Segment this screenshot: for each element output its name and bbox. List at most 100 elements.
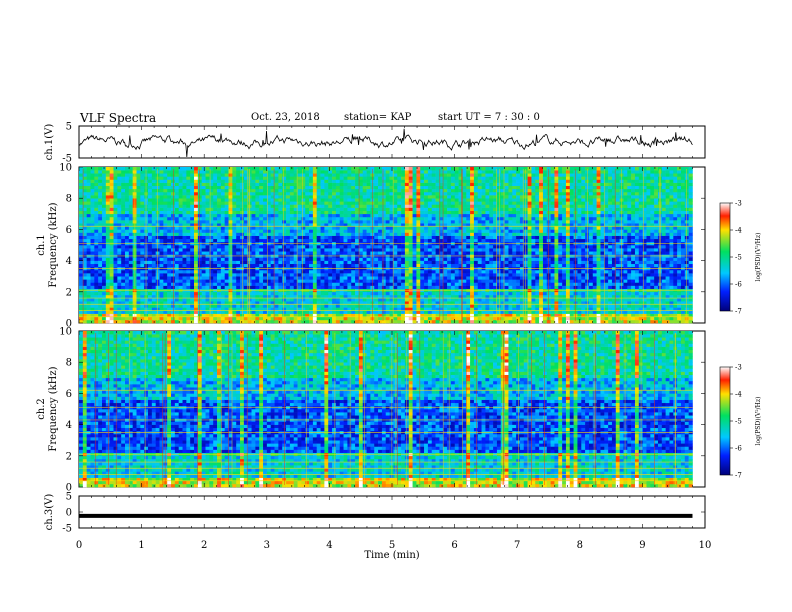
spectrogram-cell (370, 319, 375, 324)
spectrogram-cell (236, 188, 241, 193)
spectrogram-cell (82, 319, 87, 324)
spectrogram-cell (178, 179, 183, 183)
spectrogram-cell (186, 223, 191, 227)
spectrogram-cell (362, 245, 367, 249)
spectrogram-cell (220, 207, 225, 211)
spectrogram-cell (102, 220, 107, 224)
spectrogram-cell (424, 170, 429, 174)
spectrogram-cell (347, 257, 352, 261)
spectrogram-cell (90, 282, 95, 286)
spectrogram-cell (263, 204, 268, 208)
spectrogram-cell (297, 285, 302, 289)
spectrogram-cell (393, 238, 398, 243)
spectrogram-cell (420, 260, 425, 265)
spectrogram-cell (182, 201, 187, 205)
spectrogram-cell (316, 179, 321, 183)
spectrogram-cell (335, 269, 341, 274)
spectrogram-cell (316, 279, 321, 283)
spectrogram-cell (174, 207, 179, 211)
spectrogram-cell (293, 276, 298, 280)
spectrogram-cell (136, 185, 141, 190)
spectrogram-cell (443, 167, 448, 171)
spectrogram-cell (266, 191, 272, 196)
spectrogram-cell (197, 248, 202, 252)
spectrogram-cell (186, 229, 191, 233)
spectrogram-cell (209, 263, 214, 268)
spectrogram-cell (113, 294, 118, 299)
spectrogram-cell (320, 319, 325, 324)
spectrogram-cell (213, 191, 218, 196)
spectrogram-cell (163, 210, 168, 215)
spectrogram-cell (224, 167, 229, 171)
spectrogram-cell (431, 294, 436, 299)
spectrogram-cell (447, 232, 452, 236)
spectrogram-cell (259, 304, 264, 308)
spectrogram-cell (362, 263, 367, 268)
spectrogram-cell (274, 210, 279, 215)
spectrogram-cell (255, 307, 260, 311)
spectrogram-cell (182, 269, 187, 274)
spectrogram-cell (240, 291, 245, 296)
spectrogram-cell (435, 285, 440, 289)
spectrogram-cell (439, 213, 444, 218)
spectrogram-cell (289, 198, 295, 202)
spectrogram-cell (381, 298, 387, 302)
spectrogram-cell (148, 263, 153, 268)
spectrogram-cell (86, 207, 91, 211)
spectrogram-cell (82, 173, 87, 177)
spectrogram-cell (355, 223, 360, 227)
spectrogram-cell (98, 179, 103, 183)
spectrogram-cell (224, 226, 229, 230)
spectrogram-cell (393, 226, 398, 230)
spectrogram-cell (266, 238, 272, 243)
spectrogram-cell (404, 216, 410, 221)
spectrogram-cell (201, 235, 206, 240)
spectrogram-cell (213, 179, 218, 183)
spectrogram-cell (404, 223, 410, 227)
spectrogram-cell (109, 195, 114, 199)
spectrogram-cell (113, 204, 118, 208)
spectrogram-cell (240, 304, 245, 308)
spectrogram-cell (401, 279, 406, 283)
spectrogram-cell (335, 301, 341, 305)
spectrogram-cell (447, 301, 452, 305)
spectrogram-cell (343, 182, 348, 187)
spectrogram-cell (255, 251, 260, 255)
spectrogram-cell (182, 276, 187, 280)
spectrogram-cell (412, 260, 417, 265)
spectrogram-cell (155, 170, 160, 174)
spectrogram-cell (205, 191, 210, 196)
spectrogram-cell (190, 282, 195, 286)
spectrogram-cell (98, 251, 103, 255)
spectrogram-cell (301, 279, 306, 283)
spectrogram-cell (435, 198, 440, 202)
spectrogram-cell (178, 220, 183, 224)
spectrogram-cell (293, 182, 298, 187)
spectrogram-cell (312, 282, 318, 286)
spectrogram-cell (194, 182, 199, 187)
spectrogram-cell (401, 179, 406, 183)
spectrogram-cell (209, 238, 214, 243)
spectrogram-cell (401, 260, 406, 265)
spectrogram-cell (412, 257, 417, 261)
spectrogram-cell (404, 273, 410, 277)
spectrogram-cell (140, 238, 145, 243)
spectrogram-cell (309, 238, 314, 243)
spectrogram-cell (255, 229, 260, 233)
spectrogram-cell (347, 245, 352, 249)
spectrogram-cell (243, 185, 248, 190)
spectrogram-cell (435, 170, 440, 174)
spectrogram-cell (351, 195, 356, 199)
spectrogram-cell (186, 179, 191, 183)
spectrogram-cell (401, 319, 406, 324)
spectrogram-cell (136, 213, 141, 218)
spectrogram-cell (240, 179, 245, 183)
spectrogram-cell (324, 201, 329, 205)
spectrogram-cell (98, 232, 103, 236)
spectrogram-cell (220, 282, 225, 286)
spectrogram-cell (182, 245, 187, 249)
spectrogram-cell (94, 304, 99, 308)
spectrogram-cell (431, 263, 436, 268)
spectrogram-cell (194, 220, 199, 224)
spectrogram-cell (128, 279, 133, 283)
